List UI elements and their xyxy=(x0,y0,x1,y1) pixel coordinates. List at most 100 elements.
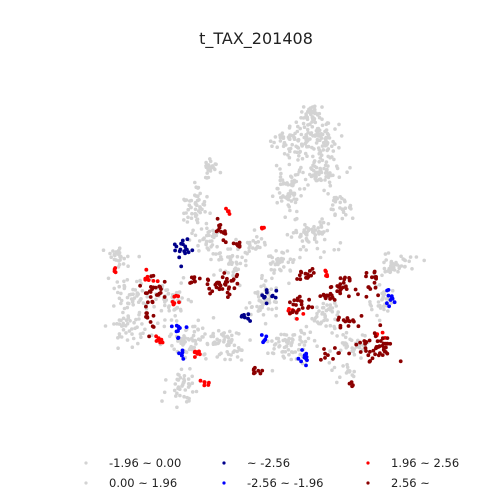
data-point xyxy=(208,291,213,296)
data-point xyxy=(316,134,320,138)
data-point xyxy=(342,277,347,282)
data-point xyxy=(257,307,262,311)
data-point xyxy=(180,384,184,388)
data-point xyxy=(300,110,304,114)
data-point xyxy=(264,301,269,306)
data-point xyxy=(381,341,386,346)
data-point xyxy=(327,180,332,185)
data-point xyxy=(356,338,360,343)
data-point xyxy=(304,324,309,329)
data-point xyxy=(323,178,327,182)
data-point xyxy=(290,191,294,196)
data-point xyxy=(298,187,302,191)
data-point xyxy=(232,343,237,348)
legend-label: 1.96 ~ 2.56 xyxy=(391,456,459,470)
data-point xyxy=(181,357,186,361)
data-point xyxy=(222,271,227,275)
data-point xyxy=(174,290,179,295)
data-point xyxy=(246,316,251,321)
data-point xyxy=(332,157,336,162)
data-point xyxy=(159,308,164,313)
data-point xyxy=(217,280,222,285)
data-point xyxy=(203,352,207,356)
data-point xyxy=(178,393,182,398)
data-point xyxy=(281,251,286,255)
data-point xyxy=(325,318,329,322)
data-point xyxy=(274,249,278,253)
data-point xyxy=(169,324,174,329)
data-point xyxy=(335,334,339,338)
data-point xyxy=(112,286,116,291)
data-point xyxy=(204,242,208,247)
data-point xyxy=(336,351,341,355)
data-point xyxy=(337,175,342,179)
data-point xyxy=(148,320,153,324)
data-point xyxy=(180,296,184,300)
data-point xyxy=(323,351,327,356)
data-point xyxy=(183,244,188,249)
data-point xyxy=(190,374,194,379)
data-point xyxy=(269,262,273,266)
data-point xyxy=(205,226,209,231)
data-point xyxy=(317,172,321,177)
data-point xyxy=(334,304,339,308)
data-point xyxy=(303,222,307,227)
data-point xyxy=(111,249,115,253)
data-point xyxy=(377,318,382,323)
data-point xyxy=(308,137,312,141)
data-point xyxy=(226,255,230,259)
data-point xyxy=(261,303,265,307)
data-point xyxy=(384,297,389,301)
data-point xyxy=(312,338,317,343)
data-point xyxy=(113,266,118,270)
series-1 xyxy=(172,237,279,323)
data-point xyxy=(193,339,198,343)
data-point xyxy=(179,309,183,313)
data-point xyxy=(315,113,320,117)
data-point xyxy=(372,280,377,285)
data-point xyxy=(160,340,165,345)
data-point xyxy=(300,306,305,310)
data-point xyxy=(118,254,123,259)
data-point xyxy=(298,277,303,282)
data-point xyxy=(326,222,331,226)
data-point xyxy=(309,131,314,135)
data-point xyxy=(207,233,211,238)
data-point xyxy=(318,321,323,326)
data-point xyxy=(179,367,184,372)
data-point xyxy=(117,284,121,289)
data-point xyxy=(338,325,343,330)
data-point xyxy=(328,308,333,312)
data-point xyxy=(251,239,255,243)
data-point xyxy=(322,347,326,351)
data-point xyxy=(237,240,242,245)
data-point xyxy=(186,250,191,255)
data-point xyxy=(294,179,299,184)
data-point xyxy=(359,314,364,318)
data-point xyxy=(352,369,357,374)
data-point xyxy=(287,194,292,198)
data-point xyxy=(139,335,143,340)
data-point xyxy=(214,285,219,290)
data-point xyxy=(381,296,385,301)
data-point xyxy=(262,295,266,300)
data-point xyxy=(313,236,317,240)
data-point xyxy=(304,351,309,356)
data-point xyxy=(320,144,325,148)
data-point xyxy=(290,142,295,147)
data-point xyxy=(333,142,337,146)
data-point xyxy=(303,271,308,276)
data-point xyxy=(287,162,292,167)
data-point xyxy=(344,213,348,217)
data-point xyxy=(197,239,202,243)
data-point xyxy=(323,163,328,168)
data-point xyxy=(285,197,290,201)
data-point xyxy=(273,135,278,139)
data-point xyxy=(310,267,315,271)
data-point xyxy=(188,367,192,371)
data-point xyxy=(176,372,180,377)
legend-marker xyxy=(366,461,370,465)
data-point xyxy=(256,295,261,299)
data-point xyxy=(262,283,266,288)
data-point xyxy=(174,329,179,334)
